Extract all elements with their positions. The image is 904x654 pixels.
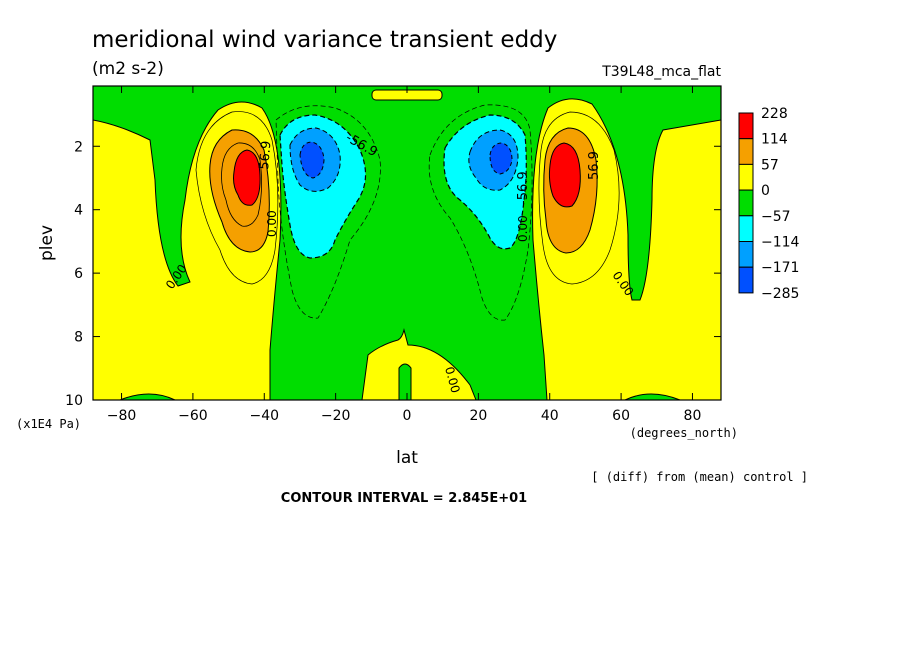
x-axis-label: lat [396, 448, 418, 468]
fill-north-neg285 [490, 143, 512, 174]
colorbar-label: 0 [761, 183, 770, 199]
experiment-label: T39L48_mca_flat [601, 64, 721, 80]
x-tick-label: −20 [321, 408, 351, 424]
colorbar-swatch [739, 164, 753, 190]
chart-title: meridional wind variance transient eddy [92, 27, 557, 53]
colorbar-swatch [739, 242, 753, 268]
colorbar-swatch [739, 216, 753, 242]
x-tick-label: −40 [249, 408, 279, 424]
y-tick-label: 10 [65, 393, 83, 409]
y-axis-units: (x1E4 Pa) [16, 417, 81, 431]
x-tick-label: −60 [178, 408, 208, 424]
y-tick-label: 8 [74, 330, 83, 346]
contour-plot-area [93, 86, 721, 400]
colorbar-label: 57 [761, 157, 779, 173]
x-tick-label: 20 [469, 408, 487, 424]
colorbar-label: −171 [761, 260, 799, 276]
contour-label: 56.9 [257, 140, 274, 170]
contour-label: 0.00 [265, 210, 279, 237]
x-tick-label: −80 [107, 408, 137, 424]
contour-label: -56.9 [516, 171, 531, 205]
colorbar-swatch [739, 267, 753, 293]
colorbar-swatch [739, 113, 753, 139]
contour-label: 0.00 [516, 215, 530, 242]
x-tick-label: 0 [403, 408, 412, 424]
y-axis-label: plev [37, 225, 57, 261]
x-tick-label: 40 [541, 408, 559, 424]
colorbar-label: 228 [761, 106, 788, 122]
contour-label: 56.9 [587, 151, 602, 180]
colorbar-swatch [739, 139, 753, 165]
y-tick-label: 6 [74, 266, 83, 282]
y-tick-label: 2 [74, 139, 83, 155]
chart-units: (m2 s-2) [92, 59, 164, 79]
colorbar-label: −285 [761, 286, 799, 302]
x-tick-label: 80 [684, 408, 702, 424]
fill-equator-column [399, 364, 411, 400]
colorbar: 228 114 57 0 −57 −114 −171 −285 [739, 106, 800, 302]
comparison-note: [ (diff) from (mean) control ] [591, 470, 808, 484]
y-tick-label: 4 [74, 203, 83, 219]
colorbar-label: −114 [761, 235, 800, 251]
contour-interval-note: CONTOUR INTERVAL = 2.845E+01 [281, 491, 527, 506]
x-axis-units: (degrees_north) [630, 426, 738, 440]
x-tick-label: 60 [612, 408, 630, 424]
colorbar-label: −57 [761, 209, 791, 225]
colorbar-swatch [739, 190, 753, 216]
fill-north-228 [549, 143, 580, 207]
colorbar-label: 114 [761, 132, 788, 148]
